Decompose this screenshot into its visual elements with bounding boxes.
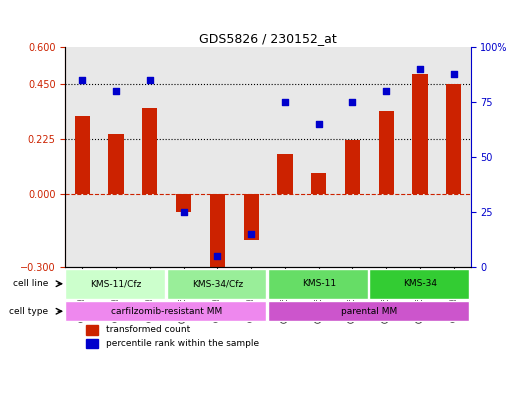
Bar (345, 140, 360, 194)
Bar (369, 47, 403, 267)
Title: GDS5826 / 230152_at: GDS5826 / 230152_at (199, 31, 337, 44)
Point (112, 88, 120, 94)
Text: transformed count: transformed count (106, 325, 190, 334)
Bar (176, 194, 191, 212)
Point (314, 121, 323, 127)
Point (145, 77, 154, 83)
FancyBboxPatch shape (268, 301, 469, 321)
Point (78, 77, 86, 83)
Bar (413, 74, 428, 194)
Bar (75, 116, 90, 194)
Bar (108, 134, 123, 194)
Bar (437, 47, 471, 267)
Text: KMS-34/Cfz: KMS-34/Cfz (192, 279, 243, 288)
Point (213, 253, 222, 259)
FancyBboxPatch shape (65, 301, 266, 321)
FancyBboxPatch shape (65, 269, 165, 299)
Text: KMS-11: KMS-11 (302, 279, 336, 288)
Point (382, 88, 391, 94)
Bar (403, 47, 437, 267)
Bar (200, 47, 234, 267)
Text: KMS-34: KMS-34 (403, 279, 437, 288)
Bar (142, 108, 157, 194)
FancyBboxPatch shape (369, 269, 469, 299)
Bar (379, 111, 394, 194)
Point (179, 209, 188, 215)
Bar (446, 84, 461, 194)
Text: parental MM: parental MM (341, 307, 397, 316)
Text: cell line: cell line (13, 279, 49, 288)
Bar (234, 47, 268, 267)
Bar (244, 194, 259, 241)
Bar (167, 47, 200, 267)
Bar (268, 47, 302, 267)
Text: carfilzomib-resistant MM: carfilzomib-resistant MM (111, 307, 222, 316)
Bar (277, 154, 292, 194)
Bar (311, 173, 326, 194)
Bar (133, 47, 167, 267)
Point (247, 231, 255, 237)
Bar (99, 47, 133, 267)
Point (348, 99, 357, 105)
Bar (336, 47, 369, 267)
Text: KMS-11/Cfz: KMS-11/Cfz (90, 279, 142, 288)
Text: cell type: cell type (9, 307, 49, 316)
Bar (86, 339, 98, 348)
Point (416, 66, 424, 72)
Bar (86, 325, 98, 335)
FancyBboxPatch shape (268, 269, 368, 299)
FancyBboxPatch shape (167, 269, 266, 299)
Point (450, 70, 458, 77)
Text: percentile rank within the sample: percentile rank within the sample (106, 339, 259, 348)
Bar (65, 47, 99, 267)
Bar (210, 194, 225, 272)
Point (281, 99, 289, 105)
Bar (302, 47, 336, 267)
